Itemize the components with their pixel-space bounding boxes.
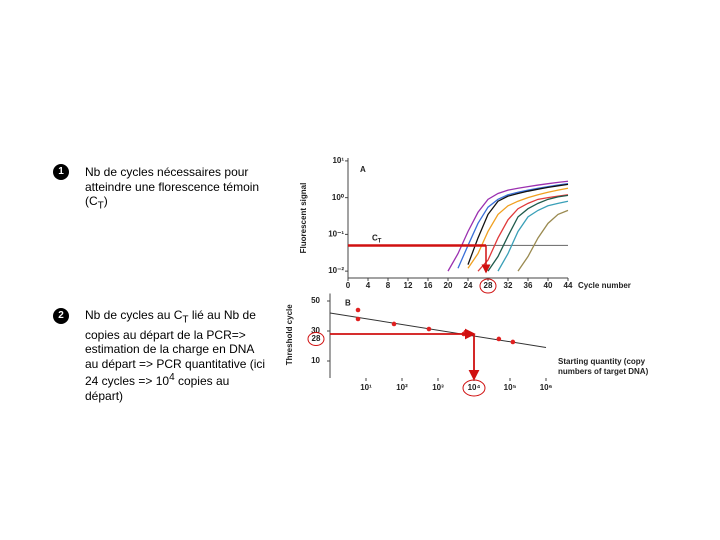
x-tick-label: 10⁵: [504, 383, 517, 392]
fit-line: [329, 312, 547, 348]
subscript: T: [97, 200, 104, 212]
amplification-curve: [447, 180, 569, 272]
x-tick-label: 10⁶: [540, 383, 553, 392]
tick-highlight: [462, 379, 486, 397]
amplification-curve: [497, 200, 569, 272]
amplification-curve: [467, 183, 569, 265]
marker-label: 28: [312, 334, 321, 343]
y-tick-label: 10¹: [332, 156, 344, 165]
x-tick-label: 4: [366, 281, 371, 290]
x-tick-label: 16: [424, 281, 433, 290]
y-tick-label: 10⁻¹: [328, 229, 344, 238]
threshold-label: CT: [372, 234, 382, 244]
superscript: 4: [169, 372, 175, 384]
x-tick-label: 12: [404, 281, 413, 290]
amplification-curve: [487, 194, 569, 272]
text: ): [103, 194, 108, 208]
x-tick-label: 36: [524, 281, 533, 290]
panel-label: A: [360, 165, 366, 174]
x-tick-label: 20: [444, 281, 453, 290]
x-tick-label: 28: [484, 281, 493, 290]
tick-highlight: [479, 278, 497, 294]
data-point: [426, 326, 432, 332]
marker-highlight: [307, 332, 325, 346]
y-tick-label: 50: [311, 296, 320, 305]
axis-label-line: Starting quantity (copy: [558, 357, 646, 366]
x-tick-label: 8: [386, 281, 391, 290]
subscript: T: [182, 314, 189, 326]
y-tick-label: 10⁰: [332, 193, 345, 202]
axis-label: Threshold cycle: [285, 304, 294, 365]
data-point: [496, 336, 502, 342]
axis-label: Starting quantity (copy numbers of target…: [558, 357, 649, 376]
x-tick-label: 24: [464, 281, 473, 290]
threshold-label-main: C: [372, 234, 378, 243]
amplification-curve: [517, 209, 569, 272]
text: Nb de cycles nécessaires pour atteindre …: [85, 165, 260, 208]
x-tick-label: 10²: [396, 383, 408, 392]
x-tick-label: 0: [346, 281, 351, 290]
y-tick-label: 10: [311, 356, 320, 365]
x-tick-label: 44: [564, 281, 573, 290]
text: lié au Nb de copies au départ de la PCR=…: [85, 308, 266, 389]
amplification-curve: [477, 194, 569, 272]
data-point: [510, 339, 516, 345]
data-point: [355, 307, 361, 313]
axis-label: Fluorescent signal: [299, 183, 308, 254]
step-number: 1: [53, 164, 69, 180]
x-tick-label: 40: [544, 281, 553, 290]
panel-label: B: [345, 299, 351, 308]
y-tick-label: 10⁻²: [328, 266, 344, 275]
step-number: 2: [53, 308, 69, 324]
step-text: Nb de cycles nécessaires pour atteindre …: [85, 165, 270, 214]
threshold-label-sub: T: [378, 238, 382, 244]
axis-label: Cycle number: [578, 281, 631, 290]
amplification-curve: [467, 187, 569, 269]
step-text: Nb de cycles au CT lié au Nb de copies a…: [85, 308, 270, 403]
x-tick-label: 10⁴: [468, 383, 481, 392]
amplification-curve: [457, 183, 569, 269]
x-tick-label: 32: [504, 281, 513, 290]
y-tick-label: 30: [311, 326, 320, 335]
data-point: [355, 316, 361, 322]
x-tick-label: 10¹: [360, 383, 372, 392]
data-point: [391, 321, 397, 327]
axis-label-line: numbers of target DNA): [558, 367, 649, 376]
x-tick-label: 10³: [432, 383, 444, 392]
text: copies au départ): [85, 374, 230, 403]
text: Nb de cycles au C: [85, 308, 183, 322]
